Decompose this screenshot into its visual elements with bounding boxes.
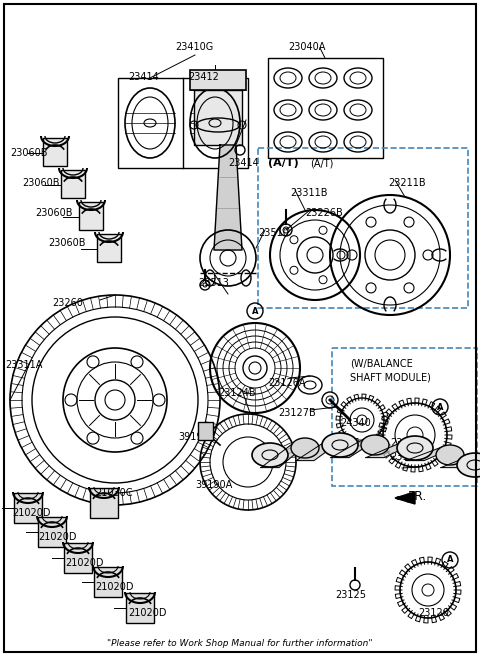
Text: 23260: 23260 bbox=[52, 298, 83, 308]
Text: (A/T): (A/T) bbox=[310, 158, 334, 168]
Text: 23121E: 23121E bbox=[390, 438, 427, 448]
Polygon shape bbox=[406, 447, 457, 461]
Ellipse shape bbox=[397, 436, 433, 460]
Bar bbox=[79, 202, 103, 230]
Text: 21020D: 21020D bbox=[95, 582, 133, 592]
Text: A: A bbox=[447, 556, 453, 565]
Polygon shape bbox=[296, 437, 347, 461]
Text: 23414: 23414 bbox=[228, 158, 259, 168]
Text: (W/BALANCE: (W/BALANCE bbox=[350, 358, 413, 368]
Bar bbox=[97, 234, 121, 262]
Text: 23060B: 23060B bbox=[48, 238, 85, 248]
Text: 23226B: 23226B bbox=[305, 208, 343, 218]
Bar bbox=[64, 543, 92, 573]
Text: FR.: FR. bbox=[408, 490, 427, 503]
Polygon shape bbox=[366, 440, 422, 458]
Text: 23211B: 23211B bbox=[388, 178, 426, 188]
Ellipse shape bbox=[291, 438, 319, 458]
Ellipse shape bbox=[436, 445, 464, 465]
Text: 23414: 23414 bbox=[128, 72, 159, 82]
Text: 21020D: 21020D bbox=[128, 608, 167, 618]
Bar bbox=[61, 170, 85, 198]
Polygon shape bbox=[261, 440, 312, 468]
Text: 23120: 23120 bbox=[418, 608, 449, 618]
Text: 23060B: 23060B bbox=[10, 148, 48, 158]
Bar bbox=[14, 493, 42, 523]
Bar bbox=[118, 78, 248, 168]
Text: 21020D: 21020D bbox=[38, 532, 76, 542]
Ellipse shape bbox=[252, 443, 288, 467]
Ellipse shape bbox=[322, 433, 358, 457]
Text: 23127B: 23127B bbox=[278, 408, 316, 418]
Text: 23510: 23510 bbox=[258, 228, 289, 238]
Text: SHAFT MODULE): SHAFT MODULE) bbox=[350, 372, 431, 382]
Text: 23513: 23513 bbox=[198, 278, 229, 288]
Bar bbox=[126, 593, 154, 623]
Text: 21030C: 21030C bbox=[95, 488, 132, 498]
Text: 24340: 24340 bbox=[340, 418, 371, 428]
Text: A: A bbox=[252, 306, 258, 316]
Polygon shape bbox=[441, 457, 480, 468]
Polygon shape bbox=[214, 145, 242, 250]
Text: 23412: 23412 bbox=[188, 72, 219, 82]
Bar bbox=[90, 488, 118, 518]
Ellipse shape bbox=[361, 435, 389, 455]
Text: 23120: 23120 bbox=[390, 452, 421, 462]
Bar bbox=[194, 90, 242, 145]
Bar bbox=[198, 422, 213, 440]
Text: 39190A: 39190A bbox=[195, 480, 232, 490]
Text: 23111: 23111 bbox=[330, 438, 361, 448]
Text: (A/T): (A/T) bbox=[268, 158, 299, 168]
Text: 21020D: 21020D bbox=[12, 508, 50, 518]
Bar bbox=[43, 138, 67, 166]
Text: 23125: 23125 bbox=[335, 590, 366, 600]
Text: 23410G: 23410G bbox=[175, 42, 213, 52]
Bar bbox=[94, 567, 122, 597]
Text: 23311A: 23311A bbox=[5, 360, 42, 370]
Ellipse shape bbox=[457, 453, 480, 477]
Text: "Please refer to Work Shop Manual for further information": "Please refer to Work Shop Manual for fu… bbox=[107, 639, 373, 648]
Bar bbox=[38, 517, 66, 547]
Polygon shape bbox=[331, 437, 382, 458]
Text: A: A bbox=[437, 403, 443, 411]
Bar bbox=[258, 148, 468, 308]
Polygon shape bbox=[395, 492, 415, 504]
Bar bbox=[268, 58, 383, 158]
Text: 23060B: 23060B bbox=[22, 178, 60, 188]
Text: 23126A: 23126A bbox=[268, 378, 305, 388]
Text: 21020D: 21020D bbox=[65, 558, 104, 568]
Text: 23040A: 23040A bbox=[288, 42, 325, 52]
Text: 23311B: 23311B bbox=[290, 188, 327, 198]
Text: 23060B: 23060B bbox=[35, 208, 72, 218]
Text: 23124B: 23124B bbox=[218, 388, 256, 398]
Text: 39191: 39191 bbox=[178, 432, 209, 442]
Bar bbox=[332, 348, 477, 486]
Bar bbox=[190, 70, 246, 90]
